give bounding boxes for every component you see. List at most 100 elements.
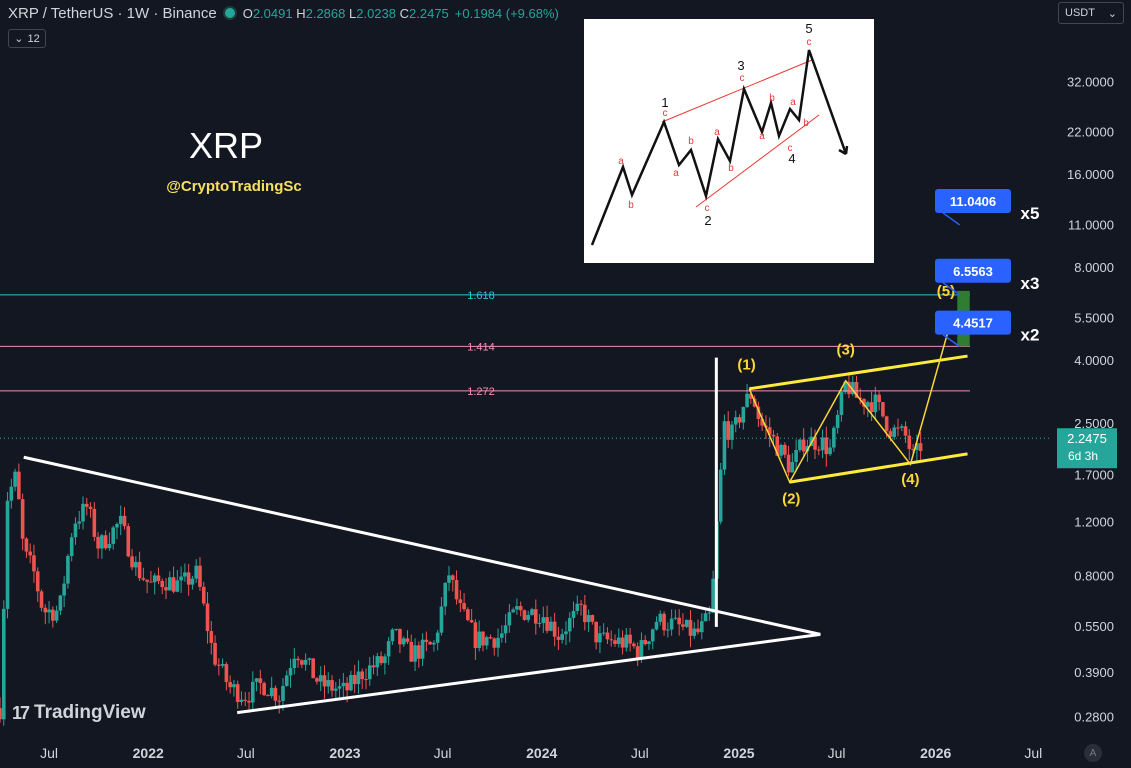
candle-body	[356, 671, 361, 685]
candle-body	[662, 613, 666, 631]
candle-body	[100, 535, 104, 549]
candle-body	[613, 640, 617, 644]
symbol-title[interactable]: XRP / TetherUS · 1W · Binance	[8, 4, 217, 22]
candle	[466, 607, 470, 622]
candle-body	[571, 610, 576, 619]
candle-body	[601, 632, 606, 634]
candle-body	[918, 443, 923, 452]
candle-body	[639, 640, 644, 659]
inset-sub-a: a	[790, 97, 796, 108]
candle-body	[134, 561, 138, 568]
candle-body	[254, 678, 259, 682]
candle	[296, 656, 300, 668]
candle-body	[567, 618, 572, 632]
target-boxes[interactable]: 11.0406 x5 6.5563 x3 4.4517 x2	[935, 188, 1039, 348]
candle	[118, 505, 123, 536]
currency-select[interactable]: USDT ⌄	[1058, 2, 1124, 24]
candle-body	[594, 621, 598, 643]
candle	[401, 636, 406, 647]
candle-body	[884, 416, 889, 432]
axes: 32.0000 22.0000 16.0000 11.0000 8.0000 5.5000…	[40, 74, 1117, 761]
candle-body	[318, 675, 323, 682]
candle	[32, 544, 36, 583]
candle	[243, 692, 248, 707]
candle-body	[292, 658, 297, 669]
wave-label: (1)	[737, 357, 755, 374]
candle	[552, 612, 557, 647]
candle-body	[186, 572, 191, 585]
candle-body	[832, 427, 836, 448]
candle	[164, 578, 168, 600]
candle-body	[537, 622, 542, 624]
candle	[899, 424, 904, 432]
candle-body	[473, 622, 478, 649]
candle-body	[530, 609, 534, 616]
candle-body	[681, 624, 685, 627]
candle-body	[518, 606, 523, 611]
high-value: 2.2868	[305, 5, 346, 21]
candle	[484, 635, 489, 650]
candle-body	[20, 499, 25, 539]
candle	[330, 675, 334, 697]
candle	[179, 566, 183, 593]
candle-body	[379, 656, 383, 664]
candle	[443, 582, 448, 616]
candle	[156, 567, 161, 585]
candle	[533, 599, 538, 635]
candle-body	[194, 565, 199, 579]
candle	[81, 496, 85, 530]
candle-body	[469, 620, 474, 623]
candle-body	[183, 572, 187, 577]
elliott-wave-inset: 1 2 3 4 5 a b c a b c a b c a b c a b c	[584, 19, 874, 263]
candle-body	[654, 621, 659, 630]
candle	[432, 640, 436, 652]
inset-channel-top	[661, 59, 813, 123]
candle	[360, 668, 365, 690]
candle	[149, 570, 153, 583]
candle-body	[888, 431, 893, 437]
candle	[835, 409, 840, 434]
y-tick-label: 0.3900	[1074, 665, 1114, 680]
candle-body	[911, 448, 915, 450]
candle-body	[839, 392, 844, 415]
candle-body	[496, 637, 500, 648]
candle	[733, 410, 738, 433]
candle	[145, 579, 149, 594]
candle-body	[907, 435, 912, 449]
candle	[273, 685, 278, 710]
candle-body	[32, 555, 36, 572]
candle	[152, 573, 157, 595]
candle-body	[398, 628, 402, 645]
indicator-count-toggle[interactable]: ⌄ 12	[8, 29, 46, 48]
candle	[669, 609, 674, 636]
candle	[605, 627, 610, 645]
inset-sub-b: b	[803, 118, 809, 129]
candle	[907, 429, 912, 461]
candle	[786, 445, 791, 477]
candle-body	[432, 642, 436, 645]
candles	[0, 372, 923, 726]
candle	[624, 627, 629, 652]
x-tick-label: 2022	[133, 745, 164, 761]
wave-path	[748, 315, 954, 484]
candle-body	[390, 629, 395, 642]
candle-body	[77, 521, 82, 524]
tradingview-logo[interactable]: 17 TradingView	[12, 702, 146, 724]
channel-line	[789, 452, 968, 484]
ohlc-values: O2.0491 H2.2868 L2.0238 C2.2475	[243, 6, 449, 21]
candle-body	[111, 527, 115, 544]
candle-body	[477, 631, 481, 649]
candle-body	[760, 419, 764, 426]
auto-scale-button[interactable]: A	[1084, 744, 1102, 762]
candle-body	[443, 582, 448, 607]
candle-body	[873, 394, 878, 413]
wave-label: (4)	[901, 471, 919, 488]
tradingview-logo-icon: 17	[12, 702, 30, 723]
x-tick-label: 2026	[920, 745, 951, 761]
candle-body	[198, 565, 202, 587]
candle-body	[277, 700, 282, 702]
candle-body	[92, 508, 97, 537]
candle-body	[858, 397, 863, 399]
triangle-line	[23, 455, 821, 636]
